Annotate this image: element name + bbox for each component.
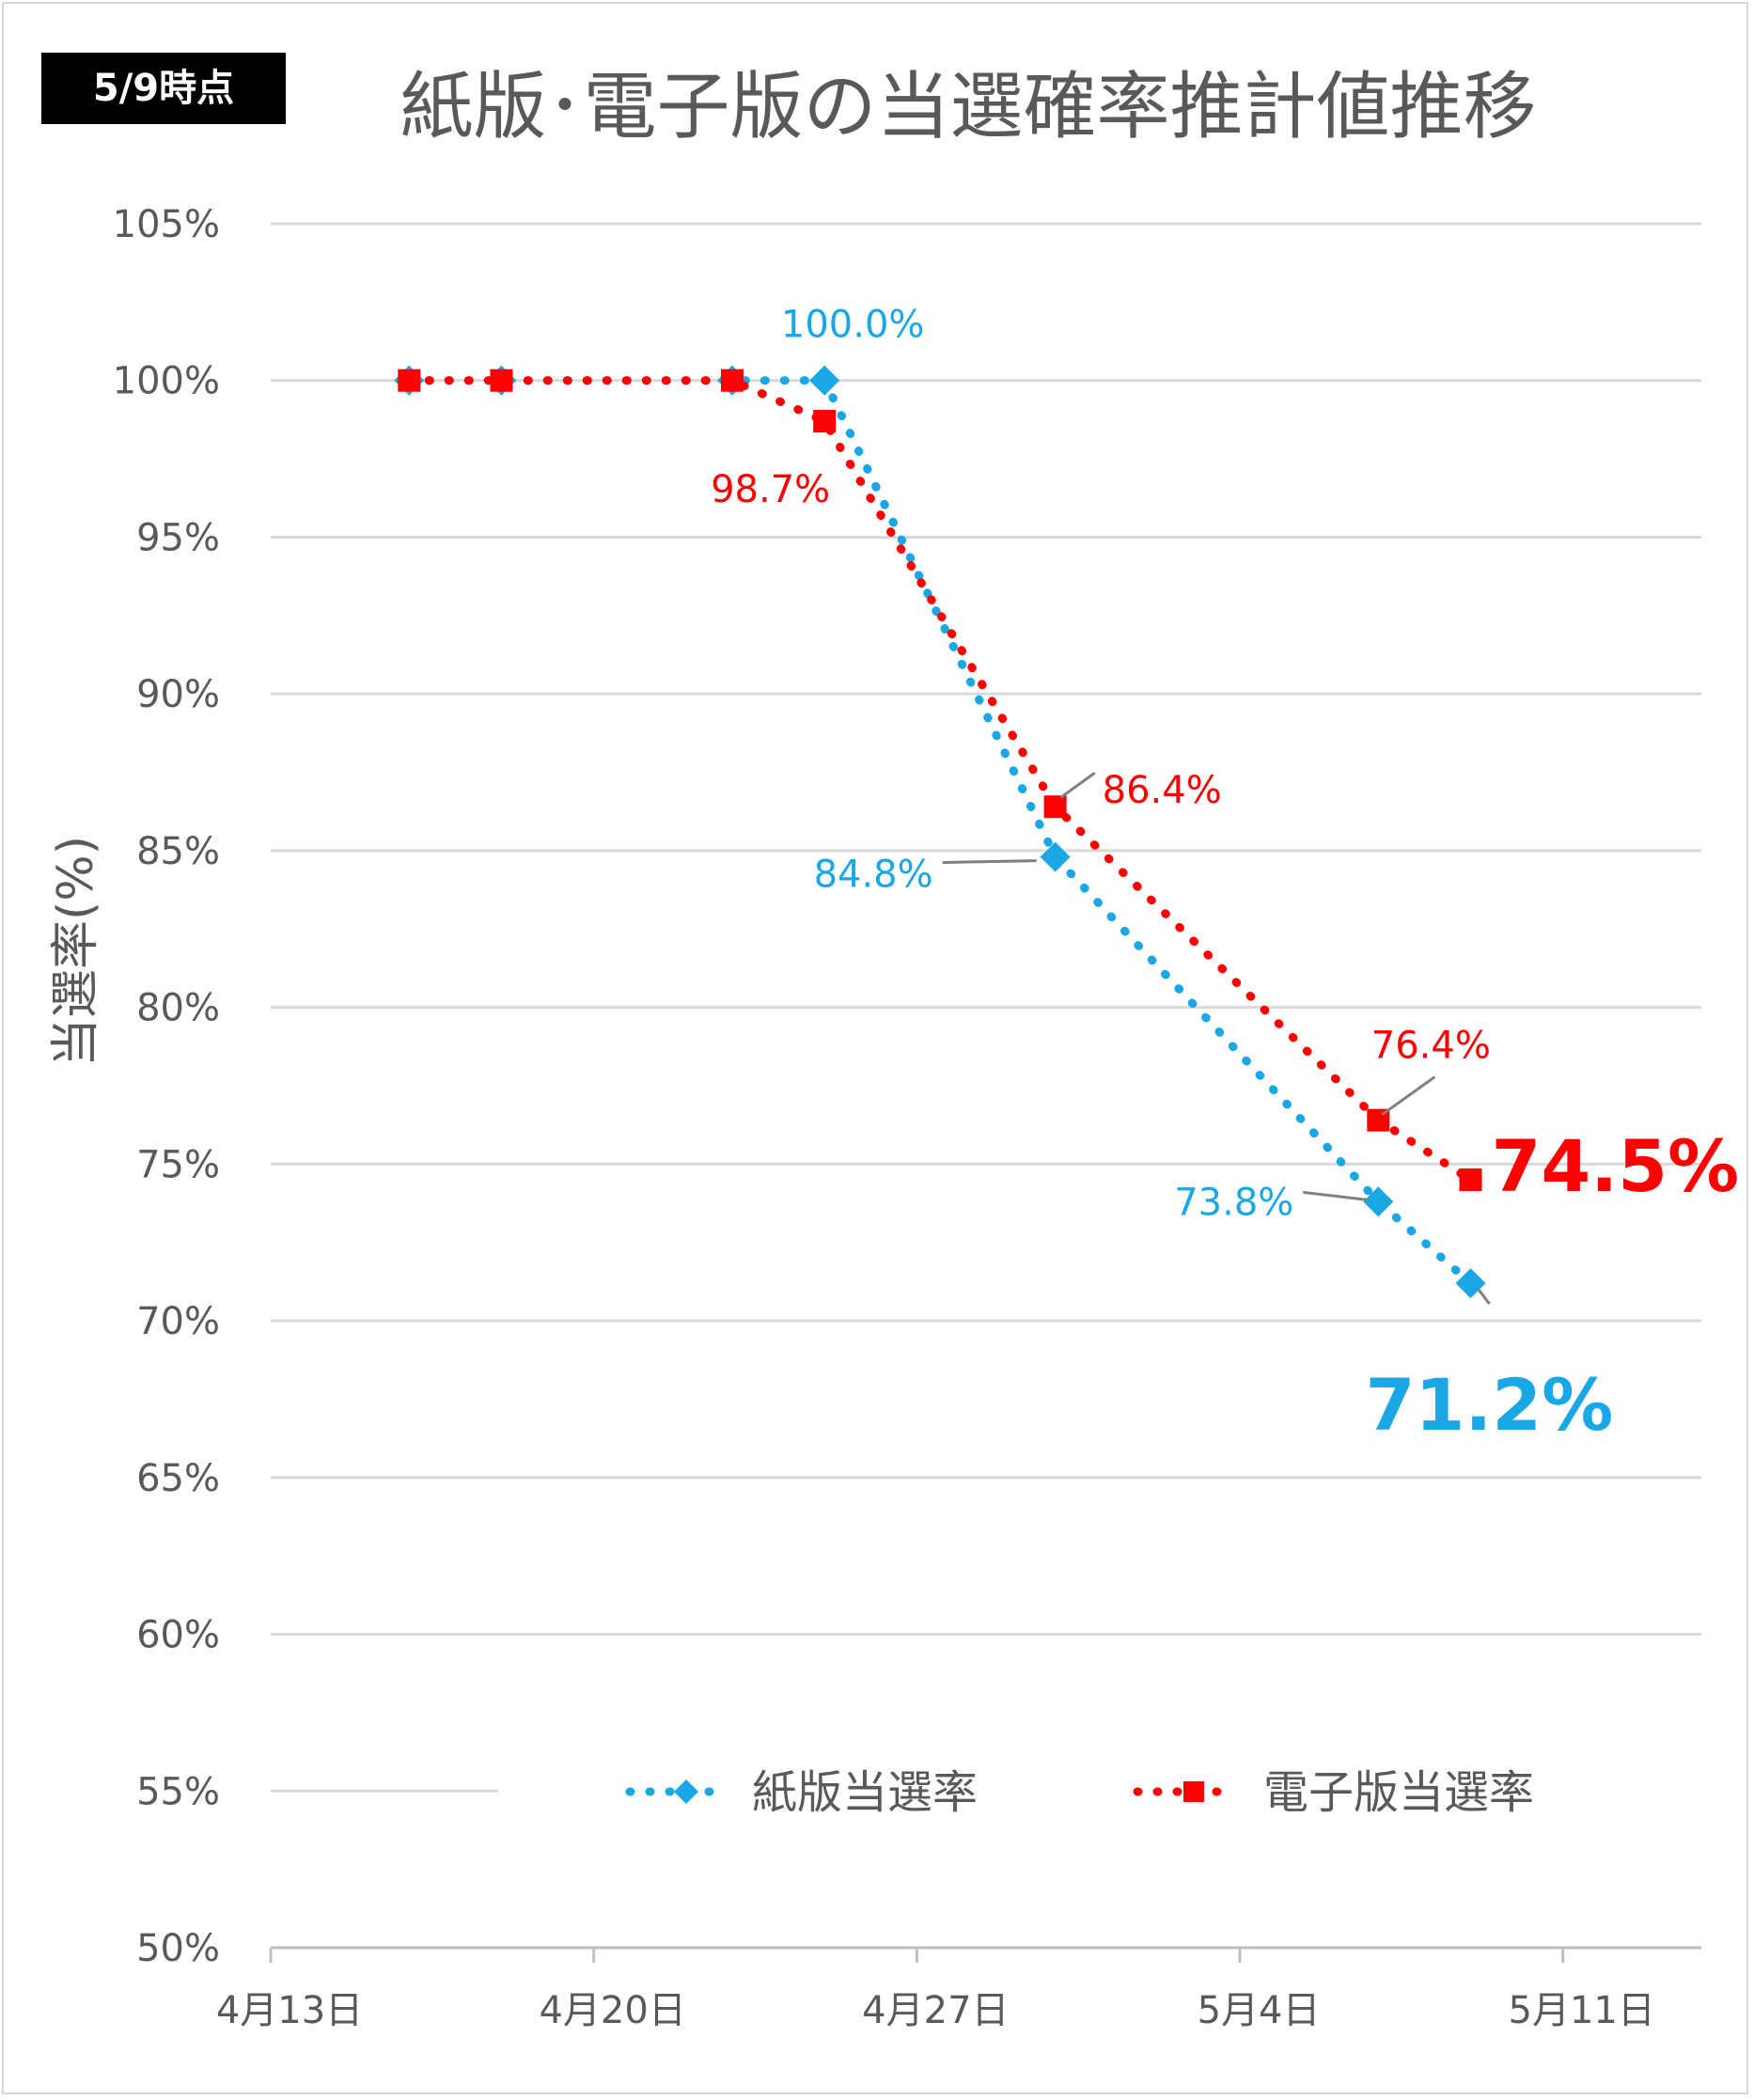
y-axis-title: 当選率(%) — [48, 836, 104, 1067]
legend-label: 紙版当選率 — [752, 1766, 978, 1819]
legend-label: 電子版当選率 — [1263, 1766, 1534, 1819]
y-tick-label: 70% — [136, 1300, 220, 1343]
data-label: 84.8% — [814, 854, 933, 897]
marker-diamond — [1040, 841, 1071, 872]
y-tick-label: 95% — [136, 516, 220, 559]
leader-line — [1381, 1075, 1436, 1116]
leader-line — [942, 859, 1037, 865]
leader-line — [1059, 772, 1096, 799]
data-label-latest: 71.2% — [1366, 1363, 1614, 1447]
x-tick-label: 4月20日 — [539, 1989, 685, 2032]
marker-square — [720, 368, 744, 392]
marker-square — [490, 368, 513, 392]
legend-background — [498, 1748, 1701, 1835]
x-tick-label: 4月13日 — [216, 1989, 363, 2032]
series-line-digital — [404, 376, 1476, 1184]
y-tick-label: 90% — [136, 673, 220, 716]
gridlines — [271, 222, 1701, 1793]
x-tick-label: 5月4日 — [1198, 1989, 1321, 2032]
legend-marker-square — [1183, 1781, 1204, 1802]
legend: 紙版当選率 電子版当選率 — [498, 1748, 1701, 1835]
series-line-paper — [404, 376, 1476, 1288]
y-tick-label: 100% — [113, 360, 220, 403]
marker-square — [1459, 1168, 1482, 1192]
data-label: 76.4% — [1371, 1025, 1491, 1068]
data-labels: 100.0% 84.8% 73.8% 71.2% 98.7% 86.4% 76.4% 74.5… — [711, 304, 1739, 1447]
data-label: 98.7% — [711, 468, 830, 511]
marker-square — [1043, 795, 1067, 819]
y-tick-label: 65% — [136, 1457, 220, 1500]
data-label-latest: 74.5% — [1492, 1124, 1740, 1208]
chart-title: 紙版･電子版の当選確率推計値推移 — [399, 65, 1537, 149]
legend-marker-diamond — [674, 1779, 698, 1804]
data-label: 73.8% — [1174, 1181, 1293, 1224]
x-tick-label: 5月11日 — [1509, 1989, 1655, 2032]
marker-square — [398, 368, 421, 392]
data-label: 100.0% — [781, 304, 925, 347]
leader-line — [1477, 1288, 1491, 1305]
date-badge: 5/9時点 — [41, 53, 286, 124]
y-tick-label: 80% — [136, 987, 220, 1030]
y-tick-label: 55% — [136, 1770, 220, 1813]
axes: 50% 55% 60% 65% 70% 75% 80% 85% 90% 95% 100% 105% 4月… — [48, 203, 1701, 2032]
marker-diamond — [809, 365, 840, 396]
x-tick-label: 4月27日 — [862, 1989, 1009, 2032]
data-label: 86.4% — [1103, 769, 1222, 812]
marker-square — [813, 410, 837, 433]
y-tick-label: 50% — [136, 1927, 220, 1970]
y-tick-label: 60% — [136, 1614, 220, 1657]
y-tick-label: 105% — [113, 203, 220, 246]
y-tick-label: 75% — [136, 1143, 220, 1186]
marker-diamond — [1363, 1186, 1394, 1217]
series — [394, 365, 1486, 1299]
y-tick-label: 85% — [136, 830, 220, 873]
leader-line — [1303, 1190, 1368, 1201]
